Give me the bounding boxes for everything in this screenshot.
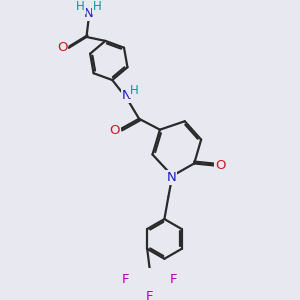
Text: H: H <box>76 0 85 13</box>
Text: O: O <box>110 124 120 137</box>
Text: F: F <box>170 273 177 286</box>
Text: H: H <box>130 84 139 97</box>
Text: N: N <box>122 89 131 102</box>
Text: F: F <box>122 273 130 286</box>
Text: N: N <box>167 171 176 184</box>
Text: H: H <box>93 0 102 13</box>
Text: O: O <box>215 159 226 172</box>
Text: O: O <box>57 41 68 54</box>
Text: N: N <box>84 7 94 20</box>
Text: F: F <box>146 290 153 300</box>
